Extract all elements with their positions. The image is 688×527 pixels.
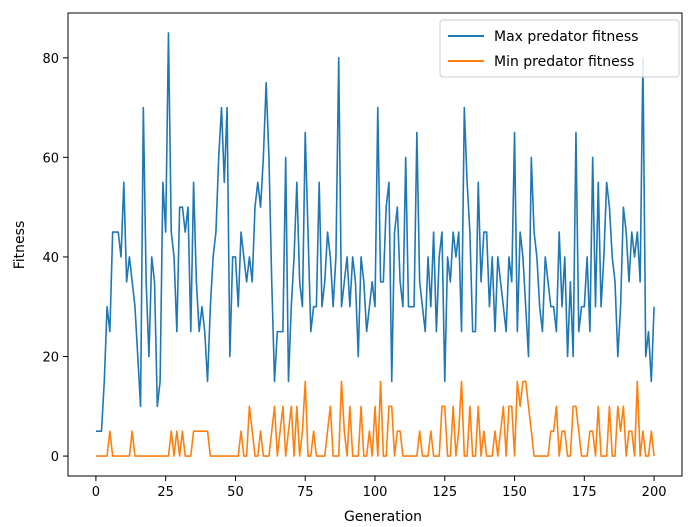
x-tick-label: 75 [297,485,314,500]
y-axis-ticks: 0 20 40 60 80 [42,52,68,465]
x-axis-label: Generation [344,509,422,525]
y-axis-label: Fitness [12,221,28,270]
series-line-0 [95,32,655,432]
x-tick-label: 100 [363,485,388,500]
x-tick-label: 200 [642,485,667,500]
series-layer [95,32,655,457]
x-tick-label: 25 [157,485,174,500]
y-tick-label: 80 [42,52,59,67]
y-tick-label: 40 [42,251,59,266]
series-line-1 [95,380,655,457]
y-tick-label: 60 [42,151,59,166]
x-tick-label: 175 [572,485,597,500]
legend-box [439,19,680,78]
legend-label-min: Min predator fitness [494,54,634,70]
y-tick-label: 0 [51,450,59,465]
y-tick-label: 20 [42,351,59,366]
x-axis-ticks: 0 25 50 75 100 125 150 175 200 [92,476,667,500]
x-tick-label: 0 [92,485,100,500]
x-tick-label: 125 [432,485,457,500]
x-tick-label: 50 [227,485,244,500]
legend: Max predator fitness Min predator fitnes… [439,19,680,78]
x-tick-label: 150 [502,485,527,500]
legend-label-max: Max predator fitness [494,29,638,45]
